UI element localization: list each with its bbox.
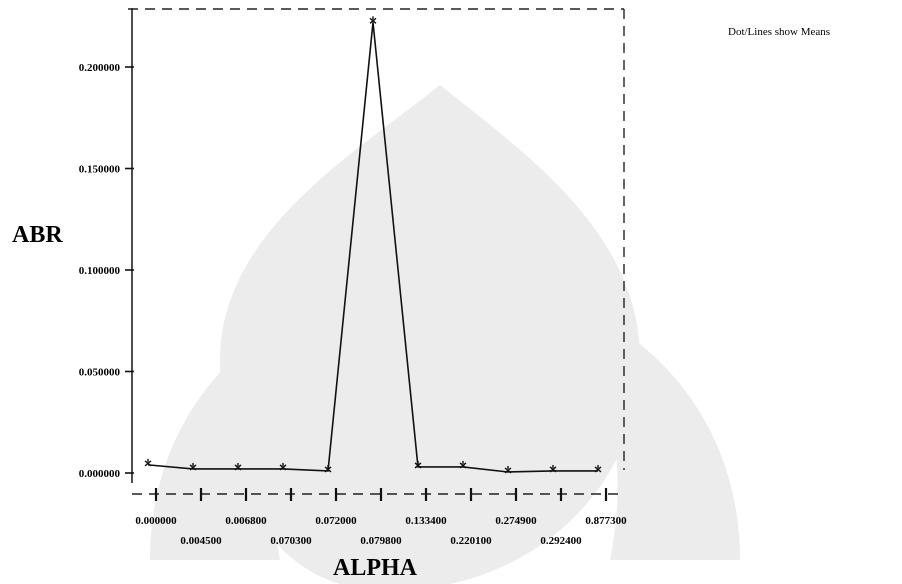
data-point	[234, 462, 242, 471]
x-tick-label: 0.004500	[180, 535, 222, 547]
data-point	[459, 460, 467, 469]
x-tick-label: 0.000000	[135, 515, 177, 527]
data-point	[594, 464, 602, 473]
data-point	[414, 460, 422, 469]
data-point	[549, 464, 557, 473]
x-tick-label: 0.133400	[405, 515, 447, 527]
x-tick-label: 0.877300	[585, 515, 627, 527]
y-tick-label: 0.000000	[79, 468, 121, 480]
x-tick-label: 0.072000	[315, 515, 357, 527]
data-point	[369, 16, 377, 24]
y-tick-label: 0.200000	[79, 62, 121, 74]
data-point	[504, 465, 512, 474]
x-tick-label: 0.292400	[540, 535, 582, 547]
x-tick-label: 0.070300	[270, 535, 312, 547]
data-point	[279, 462, 287, 471]
means-note: Dot/Lines show Means	[728, 26, 830, 38]
y-tick-label: 0.100000	[79, 265, 121, 277]
y-axis: 0.000000 0.050000 0.100000 0.150000 0.200000	[79, 62, 134, 480]
data-point	[144, 458, 152, 467]
y-tick-label: 0.050000	[79, 367, 121, 379]
watermark-emblem	[150, 85, 740, 584]
y-axis-title: ABR	[12, 222, 63, 248]
y-tick-label: 0.150000	[79, 164, 121, 176]
x-tick-label: 0.220100	[450, 535, 492, 547]
x-tick-label: 0.006800	[225, 515, 267, 527]
x-axis-title: ALPHA	[333, 555, 418, 581]
data-point	[189, 462, 197, 471]
data-point	[324, 464, 332, 473]
x-tick-label: 0.274900	[495, 515, 537, 527]
x-tick-label: 0.079800	[360, 535, 402, 547]
series-line	[147, 22, 598, 473]
x-axis: 0.0000000.0045000.0068000.0703000.072000…	[135, 488, 627, 547]
plot-area	[144, 16, 602, 474]
plot-frame	[128, 8, 625, 495]
